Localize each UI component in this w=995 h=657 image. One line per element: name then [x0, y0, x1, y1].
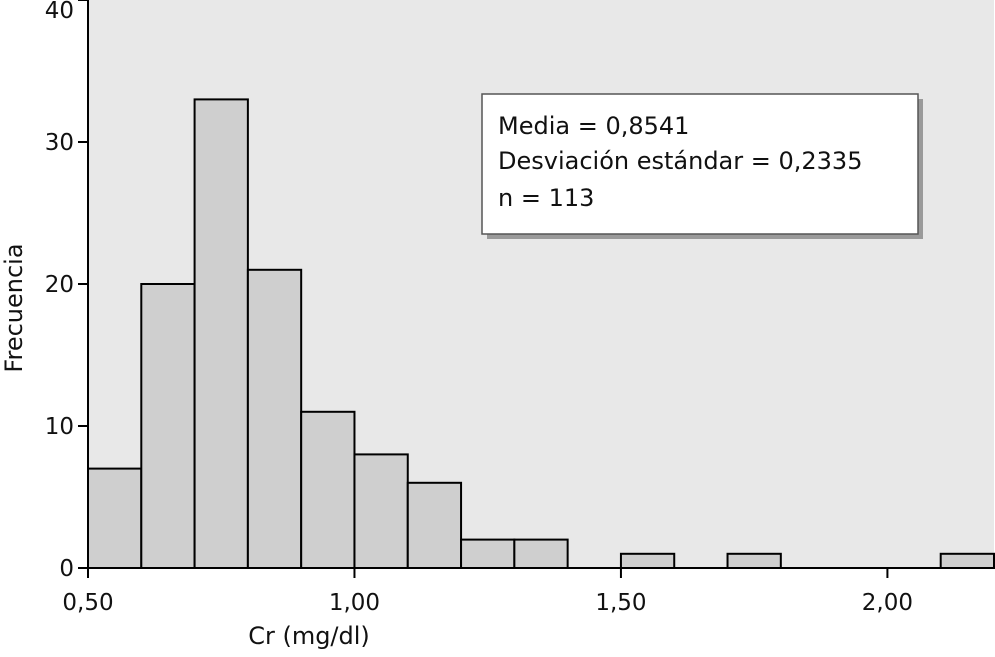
histogram-bar-8	[513, 538, 569, 569]
stat-n: n = 113	[498, 184, 594, 212]
y-ticks: 0 10 20 30 40	[45, 0, 88, 582]
histogram-bar-10	[726, 552, 782, 569]
y-tick-label: 10	[45, 414, 74, 440]
histogram-bar-6	[406, 481, 463, 569]
histogram-bar-0	[87, 467, 143, 570]
x-tick-label: 0,50	[62, 590, 113, 616]
x-tick-label: 1,50	[595, 590, 646, 616]
stat-mean: Media = 0,8541	[498, 112, 689, 140]
x-tick-label: 1,00	[329, 590, 380, 616]
histogram-bar-5	[353, 453, 409, 569]
stats-box: Media = 0,8541 Desviación estándar = 0,2…	[481, 93, 923, 239]
y-tick-label: 0	[59, 556, 74, 582]
histogram-bar-1	[140, 283, 196, 569]
x-tick-label: 2,00	[862, 590, 913, 616]
histogram-bar-2	[193, 98, 249, 570]
histogram-bar-11	[939, 552, 995, 569]
histogram-bar-7	[460, 538, 516, 569]
histogram-bar-4	[300, 410, 356, 569]
stats-box-frame	[481, 93, 919, 235]
y-tick-label: 40	[45, 0, 74, 24]
x-ticks: 0,50 1,00 1,50 2,00	[62, 568, 913, 616]
y-tick-label: 30	[45, 130, 74, 156]
y-axis-label: Frecuencia	[0, 243, 28, 372]
x-axis-label: Cr (mg/dl)	[248, 622, 370, 650]
stat-std-dev: Desviación estándar = 0,2335	[498, 147, 862, 175]
y-tick-label: 20	[45, 272, 74, 298]
histogram-bars	[87, 98, 995, 570]
histogram-bar-3	[246, 268, 303, 569]
histogram-bar-9	[619, 552, 676, 569]
